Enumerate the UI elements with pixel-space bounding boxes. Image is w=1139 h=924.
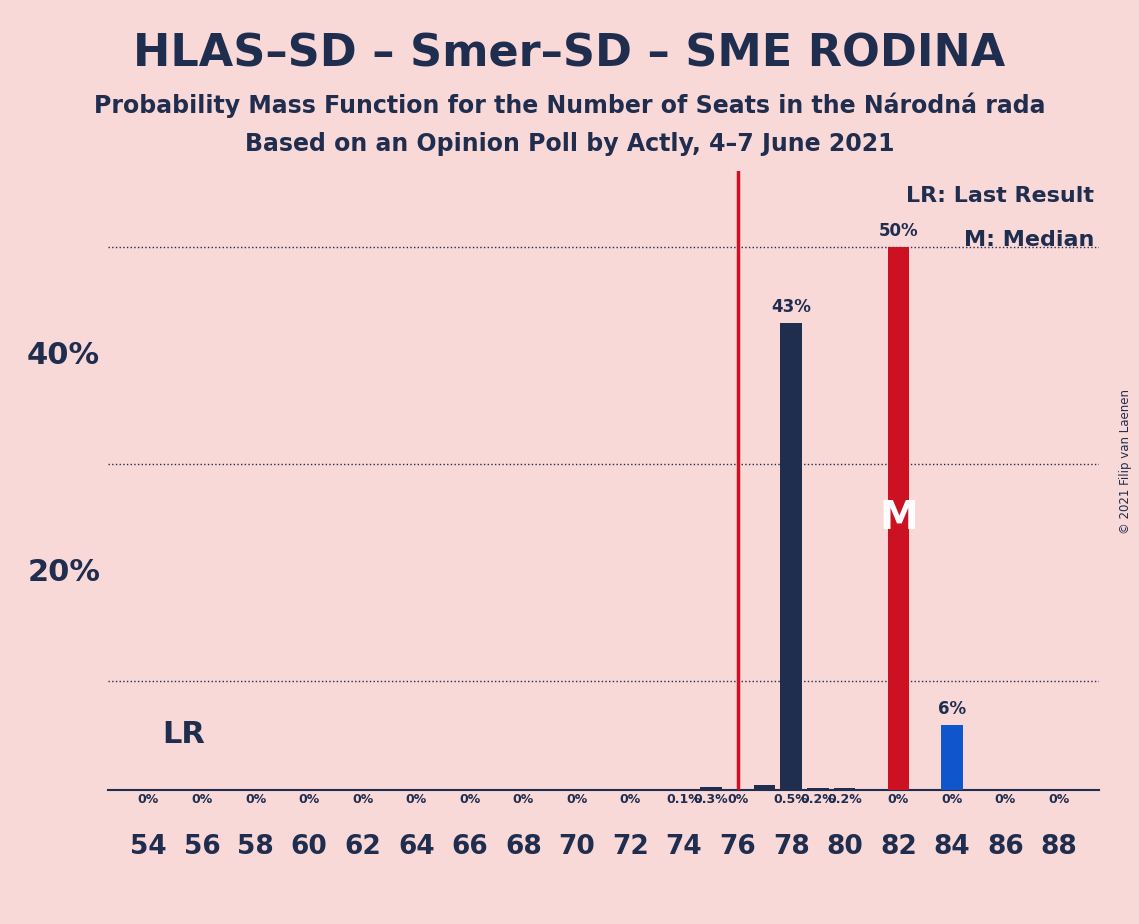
Text: M: M bbox=[879, 500, 918, 538]
Bar bbox=[887, 247, 909, 790]
Text: 0%: 0% bbox=[887, 793, 909, 806]
Text: 0.2%: 0.2% bbox=[801, 793, 835, 806]
Text: 0%: 0% bbox=[513, 793, 534, 806]
Text: 20%: 20% bbox=[27, 558, 100, 588]
Text: M: Median: M: Median bbox=[964, 230, 1095, 249]
Bar bbox=[834, 788, 855, 790]
Bar bbox=[700, 786, 721, 790]
Text: 0.5%: 0.5% bbox=[773, 793, 809, 806]
Bar bbox=[941, 724, 962, 790]
Text: 6%: 6% bbox=[937, 700, 966, 718]
Text: 0%: 0% bbox=[405, 793, 427, 806]
Bar bbox=[673, 789, 695, 790]
Bar bbox=[754, 784, 775, 790]
Text: 43%: 43% bbox=[771, 298, 811, 317]
Text: LR: LR bbox=[162, 720, 205, 748]
Text: 0%: 0% bbox=[245, 793, 267, 806]
Bar bbox=[780, 323, 802, 790]
Text: 0.2%: 0.2% bbox=[827, 793, 862, 806]
Text: 0%: 0% bbox=[727, 793, 748, 806]
Text: 0%: 0% bbox=[191, 793, 213, 806]
Text: 0%: 0% bbox=[620, 793, 641, 806]
Text: Probability Mass Function for the Number of Seats in the Národná rada: Probability Mass Function for the Number… bbox=[93, 92, 1046, 118]
Text: 0%: 0% bbox=[138, 793, 159, 806]
Text: 0%: 0% bbox=[298, 793, 320, 806]
Text: LR: Last Result: LR: Last Result bbox=[907, 187, 1095, 206]
Text: 0.3%: 0.3% bbox=[694, 793, 728, 806]
Text: 40%: 40% bbox=[27, 341, 100, 371]
Text: 0%: 0% bbox=[994, 793, 1016, 806]
Text: 50%: 50% bbox=[878, 223, 918, 240]
Text: 0%: 0% bbox=[941, 793, 962, 806]
Text: Based on an Opinion Poll by Actly, 4–7 June 2021: Based on an Opinion Poll by Actly, 4–7 J… bbox=[245, 132, 894, 156]
Text: HLAS–SD – Smer–SD – SME RODINA: HLAS–SD – Smer–SD – SME RODINA bbox=[133, 32, 1006, 76]
Text: 0%: 0% bbox=[459, 793, 481, 806]
Text: 0%: 0% bbox=[566, 793, 588, 806]
Bar bbox=[808, 788, 829, 790]
Text: 0%: 0% bbox=[352, 793, 374, 806]
Text: © 2021 Filip van Laenen: © 2021 Filip van Laenen bbox=[1118, 390, 1132, 534]
Text: 0%: 0% bbox=[1048, 793, 1070, 806]
Text: 0.1%: 0.1% bbox=[666, 793, 702, 806]
